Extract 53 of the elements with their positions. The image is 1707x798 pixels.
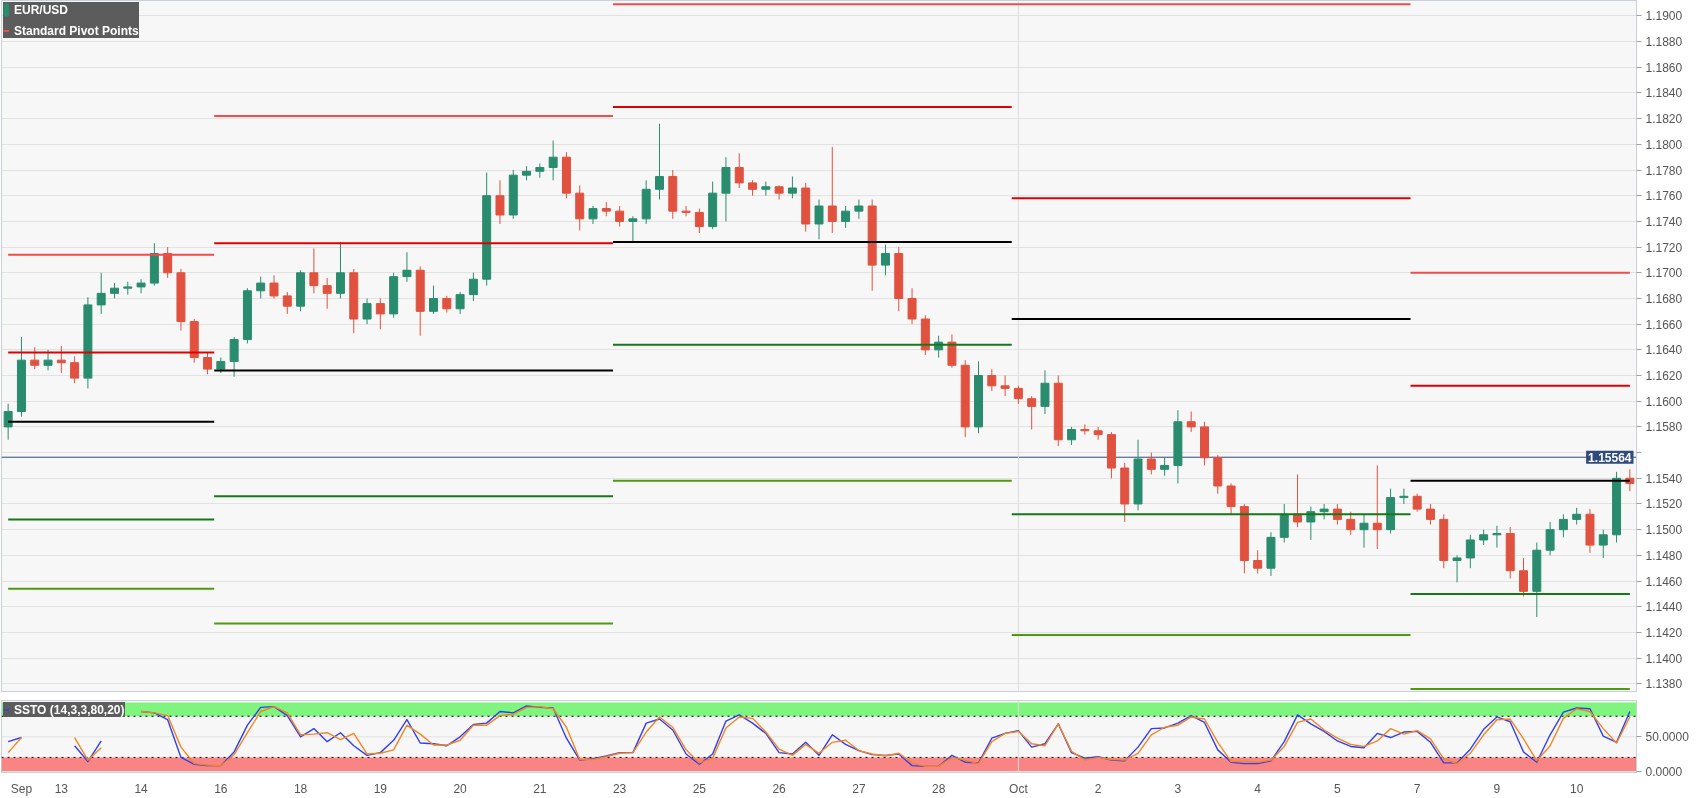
x-tick-label: 19: [373, 781, 388, 796]
y-tick-label: 1.1680: [1645, 291, 1683, 306]
y-tick-label: 1.1540: [1645, 471, 1683, 486]
y-tick-label: 1.1780: [1645, 163, 1683, 178]
x-tick-label: 13: [54, 781, 69, 796]
x-tick-label: 23: [612, 781, 627, 796]
legend-label: SSTO (14,3,3,80,20): [14, 702, 125, 717]
y-tick-label: 1.1900: [1645, 9, 1683, 24]
legend-label: Standard Pivot Points: [14, 23, 139, 38]
x-tick-label: 21: [533, 781, 547, 796]
x-tick-label: 26: [772, 781, 787, 796]
x-tick-label: 18: [293, 781, 308, 796]
y-tick-label: 1.1760: [1645, 189, 1683, 204]
y-tick-label: 1.1860: [1645, 60, 1683, 75]
x-tick-label: 14: [134, 781, 149, 796]
x-tick-label: 27: [852, 781, 866, 796]
x-tick-label: 2: [1094, 781, 1102, 796]
y-tick-label: 1.1660: [1645, 317, 1683, 332]
x-tick-label: 5: [1334, 781, 1342, 796]
y-tick-label: 1.1640: [1645, 343, 1683, 358]
x-tick-label: 3: [1174, 781, 1182, 796]
y-tick-label: 50.0000: [1645, 730, 1690, 745]
y-tick-label: 1.1440: [1645, 600, 1683, 615]
y-tick-label: 1.1800: [1645, 137, 1683, 152]
y-tick-label: 1.1420: [1645, 625, 1683, 640]
x-tick-label: 7: [1413, 781, 1421, 796]
x-tick-label: 25: [692, 781, 707, 796]
x-tick-label: Sep: [10, 781, 33, 796]
x-tick-label: 28: [931, 781, 946, 796]
y-tick-label: 1.1400: [1645, 651, 1683, 666]
x-tick-label: 10: [1570, 781, 1584, 796]
x-tick-label: 9: [1493, 781, 1501, 796]
x-tick-label: 4: [1254, 781, 1262, 796]
y-tick-label: 1.1520: [1645, 497, 1683, 512]
y-tick-label: 1.1480: [1645, 548, 1683, 563]
y-tick-label: 1.1460: [1645, 574, 1683, 589]
y-tick-label: 1.1580: [1645, 420, 1683, 435]
y-tick-label: 1.1880: [1645, 35, 1683, 50]
y-tick-label: 1.1500: [1645, 523, 1683, 538]
y-tick-label: 1.1380: [1645, 677, 1683, 692]
y-tick-label: 1.1620: [1645, 369, 1683, 384]
y-tick-label: 1.1740: [1645, 214, 1683, 229]
x-tick-label: 16: [214, 781, 228, 796]
y-tick-label: 1.1600: [1645, 394, 1683, 409]
x-tick-label: 20: [453, 781, 468, 796]
legend-label: EUR/USD: [14, 2, 69, 17]
y-tick-label: 0.0000: [1645, 764, 1683, 779]
y-tick-label: 1.1720: [1645, 240, 1683, 255]
ref-line-label: 1.15564: [1588, 450, 1632, 465]
y-tick-label: 1.1840: [1645, 86, 1683, 101]
x-tick-label: Oct: [1009, 781, 1029, 796]
y-tick-label: 1.1700: [1645, 266, 1683, 281]
y-tick-label: 1.1820: [1645, 112, 1683, 127]
